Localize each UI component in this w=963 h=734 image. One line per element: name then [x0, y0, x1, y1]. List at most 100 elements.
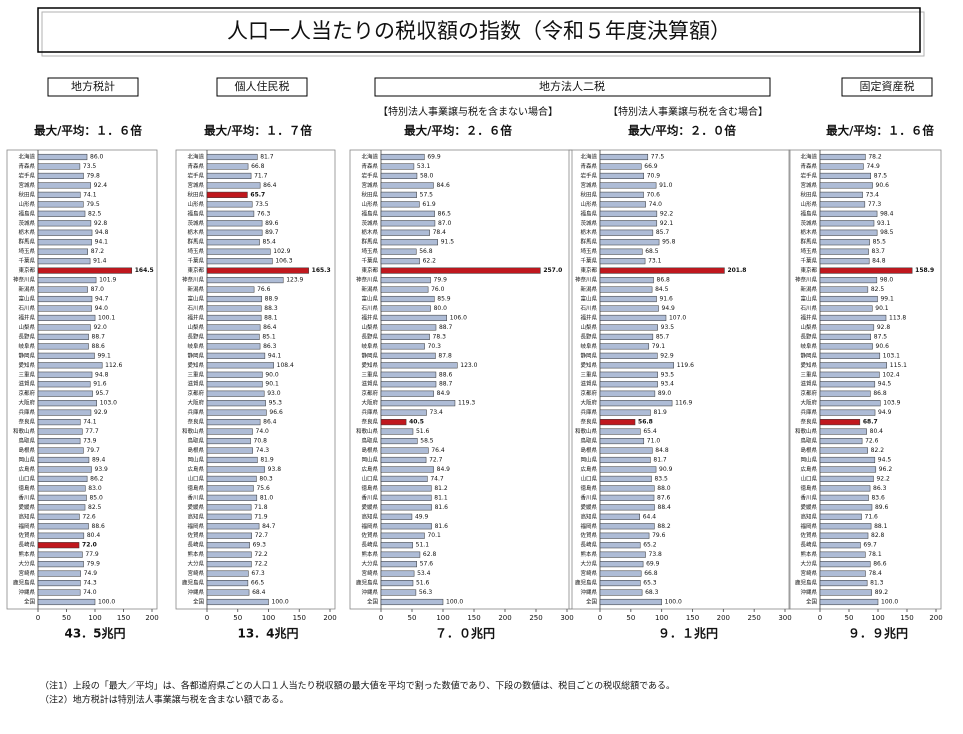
value-label: 106.3: [275, 258, 292, 265]
bar: [206, 305, 262, 312]
bar: [37, 589, 81, 596]
bar: [599, 220, 658, 227]
category-label: 滋賀県: [18, 380, 35, 388]
bar: [599, 504, 655, 511]
bar: [206, 381, 263, 388]
category-label: 埼玉県: [18, 247, 35, 255]
bar: [206, 504, 252, 511]
category-label: 栃木県: [18, 228, 35, 236]
bar: [37, 182, 91, 189]
x-tick-label: 100: [655, 614, 668, 622]
bar: [37, 305, 92, 312]
category-label: 群馬県: [800, 238, 817, 246]
value-label: 90.9: [659, 466, 673, 473]
category-label: 茨城県: [187, 219, 204, 227]
value-label: 158.9: [915, 267, 934, 274]
bar: [599, 437, 645, 445]
value-label: 88.7: [92, 333, 106, 340]
category-label: 奈良県: [361, 418, 378, 426]
bar: [206, 494, 258, 501]
category-label: 岩手県: [187, 171, 204, 179]
value-label: 79.9: [87, 561, 101, 568]
category-label: 岩手県: [361, 171, 378, 179]
category-label: 山形県: [800, 200, 817, 208]
value-label: 67.3: [251, 570, 265, 577]
category-label: 青森県: [800, 162, 817, 170]
category-label: 大阪府: [800, 399, 817, 407]
category-label: 沖縄県: [18, 588, 35, 596]
category-label: 岐阜県: [187, 342, 204, 350]
category-label: 大阪府: [361, 399, 378, 407]
category-label: 全国: [367, 598, 379, 606]
x-tick-label: 0: [818, 614, 822, 622]
value-label: 94.1: [95, 239, 109, 246]
title: 人口一人当たりの税収額の指数（令和５年度決算額）: [227, 19, 731, 43]
value-label: 84.8: [872, 258, 886, 265]
value-label: 85.9: [437, 296, 451, 303]
bar: [37, 437, 81, 445]
value-label: 73.5: [83, 163, 97, 170]
category-label: 大阪府: [580, 399, 597, 407]
bar: [37, 485, 86, 492]
value-label: 84.9: [437, 390, 451, 397]
value-label: 91.4: [93, 258, 107, 265]
category-label: 島根県: [187, 446, 204, 454]
category-label: 鳥取県: [187, 437, 204, 445]
bar: [37, 390, 93, 397]
bar: [380, 343, 425, 350]
x-tick-label: 150: [293, 614, 306, 622]
bar: [37, 277, 97, 284]
bar: [819, 561, 871, 568]
bar: [599, 532, 650, 539]
value-label: 79.7: [86, 447, 100, 454]
bar: [37, 561, 84, 568]
bar: [380, 466, 434, 473]
total-label: ９．９兆円: [848, 626, 908, 641]
category-label: 奈良県: [800, 418, 817, 426]
bar: [206, 447, 253, 454]
value-label: 99.1: [97, 352, 111, 359]
value-label: 100.0: [272, 599, 289, 606]
value-label: 78.1: [868, 551, 882, 558]
value-label: 70.8: [254, 438, 268, 445]
category-label: 全国: [193, 598, 205, 606]
category-label: 滋賀県: [800, 380, 817, 388]
value-label: 85.5: [873, 239, 887, 246]
category-label: 三重県: [361, 370, 378, 378]
value-label: 94.1: [268, 352, 282, 359]
bar: [37, 210, 86, 217]
value-label: 66.8: [644, 570, 658, 577]
category-label: 岩手県: [580, 171, 597, 179]
bar: [819, 239, 870, 246]
bar: [380, 314, 447, 322]
value-label: 73.8: [649, 551, 663, 558]
value-label: 201.8: [727, 267, 746, 274]
bar: [599, 362, 675, 369]
bar: [819, 400, 881, 407]
total-label: 43．5兆円: [64, 626, 125, 641]
bar: [599, 286, 653, 293]
value-label: 65.7: [250, 191, 265, 198]
category-label: 鹿児島県: [575, 579, 598, 587]
header: 個人住民税: [235, 79, 290, 93]
value-label: 65.4: [643, 428, 657, 435]
category-label: 岡山県: [18, 455, 35, 463]
bar: [37, 314, 96, 322]
header: 地方税計: [71, 79, 115, 93]
category-label: 神奈川県: [356, 276, 379, 284]
bar: [819, 163, 864, 170]
bar: [819, 589, 872, 596]
category-label: 三重県: [580, 370, 597, 378]
value-label: 94.9: [878, 409, 892, 416]
bar: [599, 494, 655, 501]
bar: [206, 239, 260, 246]
category-label: 石川県: [580, 305, 597, 312]
value-label: 90.1: [875, 305, 889, 312]
category-label: 群馬県: [187, 238, 204, 246]
bar: [206, 333, 260, 340]
value-label: 81.6: [435, 523, 449, 530]
bar: [599, 551, 646, 558]
bar: [819, 362, 888, 369]
category-label: 山梨県: [187, 323, 204, 331]
bar: [819, 485, 871, 492]
